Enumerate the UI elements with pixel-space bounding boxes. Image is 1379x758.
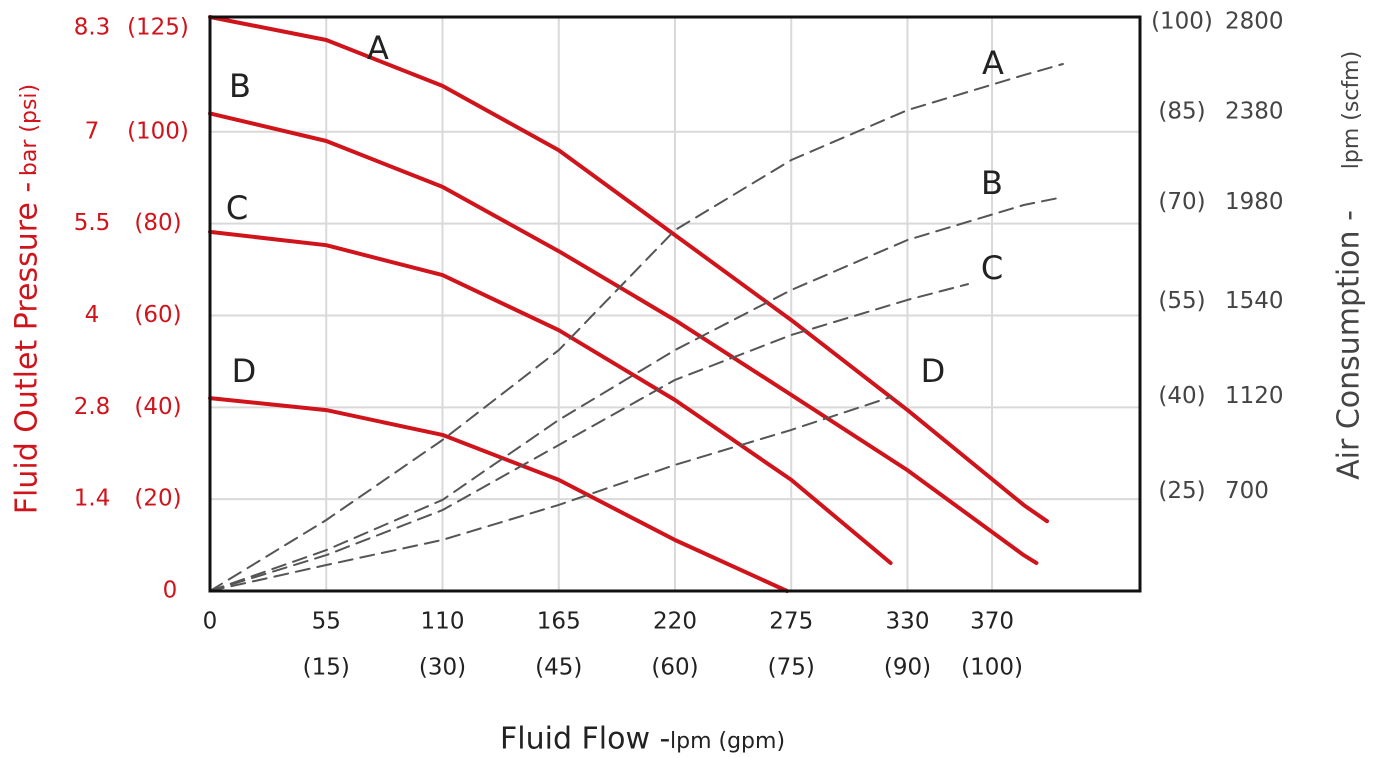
pressure-curve [208, 15, 1049, 524]
y-tick-label: 0 [163, 578, 178, 604]
y2-axis-title: Air Consumption - [1332, 210, 1367, 480]
y-axis-units: bar (psi) [17, 84, 42, 176]
curve-label: B [981, 164, 1003, 202]
x-tick-sublabel: (60) [651, 655, 698, 681]
y-axis-title: Fluid Outlet Pressure - [10, 182, 45, 514]
y-tick-bar-label: 5.5 [74, 210, 111, 236]
y2-tick-sublabel: (40) [1158, 383, 1205, 409]
x-tick-label: 165 [537, 609, 581, 635]
y-tick-label: (20) [134, 486, 181, 512]
y-tick-label: (80) [134, 210, 181, 236]
y2-tick-label: 1540 [1225, 288, 1284, 314]
x-tick-sublabel: (100) [961, 655, 1023, 681]
curve-label: D [232, 352, 257, 390]
pressure-curve [208, 111, 1039, 565]
x-axis-units: lpm (gpm) [670, 729, 785, 754]
x-tick-label: 110 [421, 609, 465, 635]
curve-label: B [229, 67, 251, 105]
curve-label: D [921, 352, 946, 390]
y-tick-bar-label: 7 [85, 118, 100, 144]
y-tick-bar-label: 8.3 [74, 15, 111, 41]
y2-tick-sublabel: (85) [1158, 98, 1205, 124]
pressure-curve [208, 396, 789, 593]
series-layer [208, 15, 1064, 593]
air-curve [209, 63, 1064, 592]
air-curve [209, 283, 969, 592]
y-tick-bar-label: 4 [85, 302, 100, 328]
x-tick-sublabel: (90) [884, 655, 931, 681]
y2-tick-sublabel: (55) [1158, 288, 1205, 314]
y-tick-label: (40) [134, 394, 181, 420]
air-curve [209, 396, 892, 592]
y2-tick-label: 1120 [1225, 383, 1284, 409]
y2-tick-sublabel: (100) [1151, 9, 1213, 35]
x-tick-label: 370 [970, 609, 1014, 635]
y2-axis-units: lpm (scfm) [1339, 51, 1364, 169]
y2-tick-label: 1980 [1225, 189, 1284, 215]
curve-label: C [226, 189, 248, 227]
y-tick-bar-label: 1.4 [74, 486, 111, 512]
x-tick-label: 220 [653, 609, 697, 635]
x-tick-label: 330 [886, 609, 930, 635]
x-tick-sublabel: (15) [303, 655, 350, 681]
x-tick-label: 55 [312, 609, 341, 635]
x-axis-title: Fluid Flow - [500, 722, 670, 757]
y-tick-label: (60) [134, 302, 181, 328]
y2-tick-label: 700 [1225, 478, 1269, 504]
x-tick-sublabel: (75) [768, 655, 815, 681]
x-tick-sublabel: (30) [419, 655, 466, 681]
pressure-curve [208, 229, 893, 565]
curve-label: A [367, 29, 389, 67]
plot-frame [208, 15, 1142, 593]
grid [210, 16, 1140, 591]
y2-tick-sublabel: (25) [1158, 478, 1205, 504]
y-tick-label: (100) [127, 118, 189, 144]
air-curve [209, 196, 1064, 592]
x-tick-label: 275 [769, 609, 813, 635]
x-tick-sublabel: (45) [535, 655, 582, 681]
curve-label: C [981, 249, 1003, 287]
y2-tick-label: 2380 [1225, 98, 1284, 124]
y2-tick-label: 2800 [1225, 9, 1284, 35]
curve-label: A [982, 44, 1004, 82]
y-tick-label: (125) [127, 15, 189, 41]
y-tick-bar-label: 2.8 [74, 394, 111, 420]
y2-tick-sublabel: (70) [1158, 189, 1205, 215]
x-tick-label: 0 [203, 609, 218, 635]
